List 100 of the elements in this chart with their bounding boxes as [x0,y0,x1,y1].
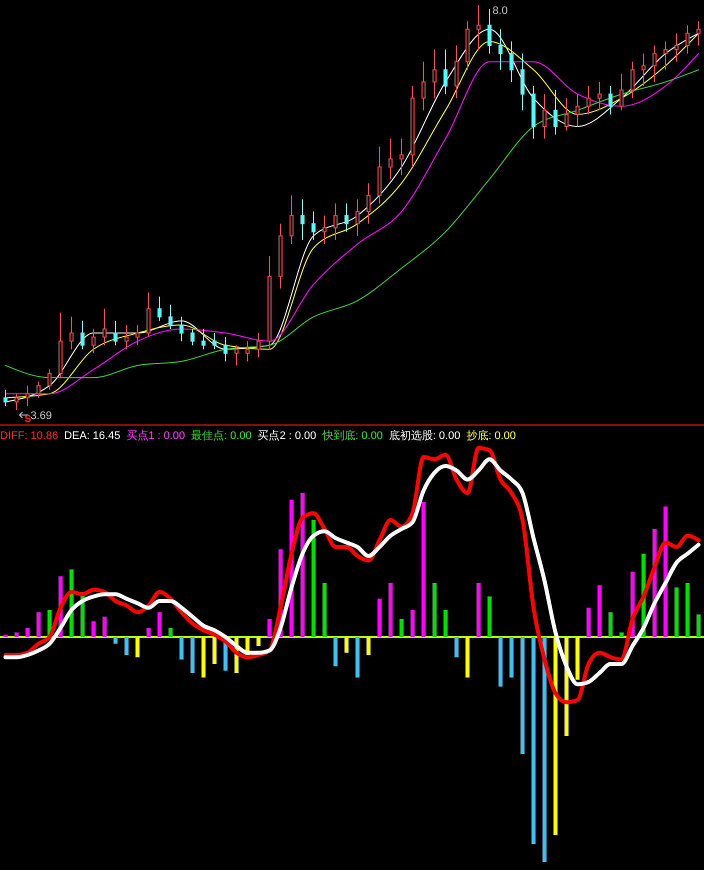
bar [620,632,624,637]
bar [212,637,216,664]
candlestick [652,45,656,82]
candlestick [256,332,260,358]
candlestick [642,53,646,86]
candlestick [290,194,294,244]
candlestick [488,8,492,54]
bar [476,583,480,637]
bar [410,610,414,637]
candlestick [444,49,448,95]
bar [322,583,326,637]
bar [542,637,546,862]
candlestick [586,86,590,115]
candlestick [422,61,426,111]
bar [686,583,690,637]
candlestick [510,40,514,82]
bar [432,583,436,637]
bar [92,621,96,637]
candlestick [14,393,18,410]
bar [36,612,40,637]
candlestick [114,320,118,346]
bar [26,628,30,637]
candlestick [564,98,568,132]
annotation: 8.0 [492,5,508,17]
bar [312,520,316,637]
candlestick [168,304,172,330]
candlestick [674,32,678,62]
bar [510,637,514,678]
candlestick [202,328,206,350]
bar [168,628,172,637]
text: S [24,414,32,425]
bar [454,637,458,658]
candlestick [630,61,634,99]
candlestick [498,28,502,70]
bar [136,637,140,658]
bar [520,637,524,754]
text: 抄底: 0.00 [466,429,516,442]
text: 买点2 : 0.00 [258,429,316,442]
candlestick [124,324,128,350]
annotation: 3.69 [30,410,52,422]
text: 底初选股: 0.00 [388,429,460,442]
bar [674,588,678,637]
candlestick [400,138,404,176]
candlestick [366,182,370,224]
bar [366,637,370,655]
candlestick [4,389,8,406]
bar [388,583,392,637]
candlestick [696,20,700,46]
candlestick [608,86,612,115]
candlestick [388,138,392,180]
candlestick [686,24,690,54]
bar [576,637,580,680]
candlestick [620,73,624,111]
candlestick [664,40,668,70]
text: 最佳点: 0.00 [191,429,252,442]
candlestick [48,369,52,390]
bar [14,632,18,637]
bar [114,637,118,644]
text: DEA: 16.45 [64,430,120,442]
candlestick [432,49,436,99]
bar [202,637,206,678]
candlestick [476,4,480,50]
bar [334,637,338,666]
bar [146,628,150,637]
candlestick [334,202,338,240]
bar [532,637,536,844]
candlestick [224,336,228,362]
candlestick [158,296,162,322]
bar [102,616,106,637]
candlestick [102,308,106,346]
bar [466,637,470,678]
bar [598,585,602,637]
bar [268,619,272,637]
bar [554,637,558,835]
candlestick [300,198,304,240]
candlestick [246,340,250,362]
candlestick [312,211,316,240]
bar [608,612,612,637]
candlestick [212,332,216,350]
candlestick [190,328,194,346]
candlestick [70,316,74,350]
candlestick [356,198,360,236]
bar [356,637,360,678]
bar [378,598,382,637]
candlestick [26,385,30,406]
candlestick [542,94,546,140]
text: 买点1 : 0.00 [126,429,186,442]
text: DIFF: 10.86 [0,430,58,442]
candlestick [598,81,602,111]
bar [444,610,448,637]
bar [586,608,590,637]
bar [422,502,426,637]
bar [696,614,700,637]
bar [400,619,404,637]
candlestick [322,215,326,244]
candlestick [234,344,238,366]
candlestick [36,381,40,398]
candlestick [180,316,184,342]
candlestick [576,94,580,127]
bar [498,637,502,686]
